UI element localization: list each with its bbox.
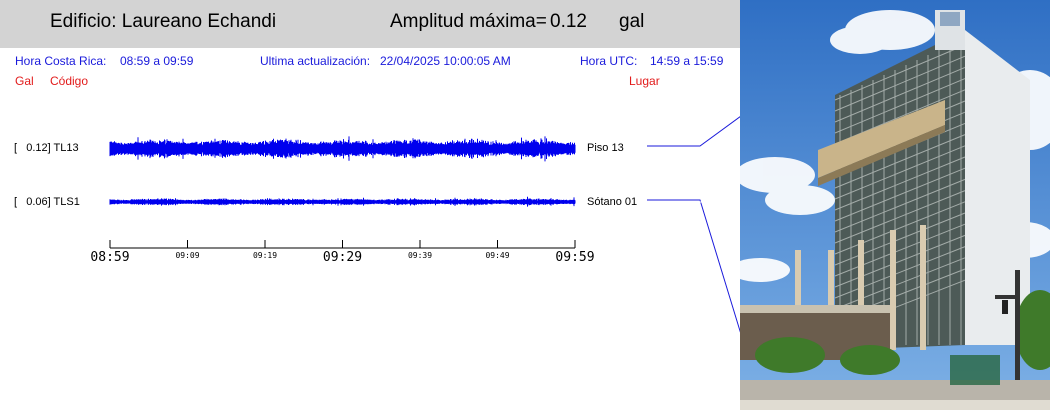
place-column-header: Lugar — [629, 74, 660, 88]
time-tick-label-minor: 09:09 — [175, 251, 199, 260]
header-bar: Edificio: Laureano Echandi Amplitud máxi… — [0, 0, 740, 48]
building-title: Edificio: Laureano Echandi — [50, 11, 277, 32]
place-label-piso13: Piso 13 — [587, 142, 624, 154]
time-tick-label-minor: 09:19 — [253, 251, 277, 260]
gal-column-header: Gal — [15, 74, 34, 88]
max-amplitude-label: Amplitud máxima= — [390, 11, 547, 32]
seismogram-plot: 08:59 09:09 09:19 09:29 09:39 09:49 09:59 — [90, 116, 740, 333]
connector-piso13-b — [647, 119, 740, 149]
local-time-range: 08:59 a 09:59 — [120, 54, 194, 68]
time-tick-label-minor: 09:49 — [485, 251, 509, 260]
time-tick-label-major: 09:29 — [323, 250, 362, 265]
time-tick-label-major: 09:59 — [555, 250, 594, 265]
code-column-header: Código — [50, 74, 89, 88]
local-time-label: Hora Costa Rica: — [15, 54, 107, 68]
time-tick-label-major: 08:59 — [90, 250, 129, 265]
connector-sotano01-b — [647, 201, 740, 329]
trace-label-tls1: [ 0.06] TLS1 — [14, 196, 80, 208]
waveform-tls1 — [109, 196, 576, 207]
utc-time-range: 14:59 a 15:59 — [650, 54, 724, 68]
place-label-sotano01: Sótano 01 — [587, 196, 638, 208]
max-amplitude-unit: gal — [619, 11, 645, 32]
time-tick-label-minor: 09:39 — [408, 251, 432, 260]
waveform-tl13 — [109, 136, 576, 162]
connector-sotano01 — [647, 199, 740, 333]
max-amplitude-value: 0.12 — [550, 11, 587, 32]
connector-piso13 — [647, 116, 740, 147]
utc-time-label: Hora UTC: — [580, 54, 638, 68]
time-axis: 08:59 09:09 09:19 09:29 09:39 09:49 09:59 — [90, 240, 595, 265]
building-photo — [740, 0, 1050, 410]
last-update-value: 22/04/2025 10:00:05 AM — [380, 54, 511, 68]
trace-label-tl13: [ 0.12] TL13 — [14, 142, 79, 154]
last-update-label: Ultima actualización: — [260, 54, 371, 68]
